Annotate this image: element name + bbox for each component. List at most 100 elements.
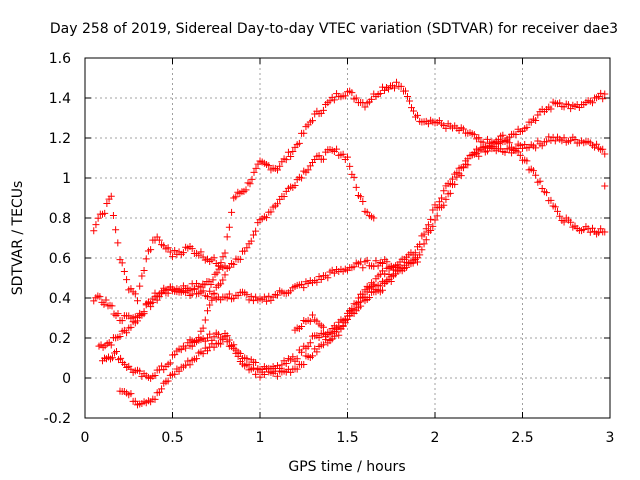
- data-point: [357, 193, 365, 201]
- data-point: [481, 143, 489, 151]
- data-point: [217, 280, 225, 288]
- data-point: [219, 334, 227, 342]
- data-point: [158, 385, 166, 393]
- data-point: [341, 92, 349, 100]
- data-point: [280, 192, 288, 200]
- data-point: [597, 89, 605, 97]
- data-point: [265, 162, 273, 170]
- data-point: [451, 180, 459, 188]
- data-point: [204, 347, 211, 355]
- data-point: [207, 281, 215, 289]
- x-tick-label: 1: [256, 430, 265, 446]
- y-tick-label: 1.4: [49, 91, 71, 107]
- data-point: [219, 276, 227, 284]
- data-point: [118, 259, 126, 267]
- data-point: [319, 323, 327, 331]
- data-point: [379, 259, 386, 267]
- data-point: [532, 144, 540, 152]
- data-point: [459, 125, 467, 133]
- data-point: [147, 299, 155, 307]
- data-point: [348, 89, 356, 97]
- data-point: [326, 336, 334, 344]
- data-point: [274, 166, 281, 174]
- data-point: [228, 208, 236, 216]
- data-point: [393, 78, 400, 86]
- data-point: [246, 180, 254, 188]
- data-point: [429, 222, 437, 230]
- data-point: [249, 297, 257, 305]
- data-point: [248, 175, 256, 183]
- data-point: [284, 148, 292, 156]
- data-point: [263, 214, 271, 222]
- data-point: [324, 274, 332, 282]
- data-point: [223, 233, 231, 241]
- data-point: [335, 331, 343, 339]
- data-point: [131, 290, 139, 298]
- data-point: [131, 397, 139, 405]
- data-point: [361, 103, 369, 111]
- data-point: [309, 117, 316, 125]
- data-point: [293, 365, 301, 373]
- data-point: [446, 189, 454, 197]
- data-point: [560, 134, 568, 142]
- x-tick-label: 1.5: [336, 430, 358, 446]
- data-point: [179, 249, 187, 257]
- plot-frame: [84, 57, 611, 419]
- data-point: [151, 372, 159, 380]
- data-point: [442, 195, 450, 203]
- data-point: [109, 211, 117, 219]
- data-point: [470, 131, 478, 139]
- data-point: [236, 255, 244, 263]
- data-point: [532, 116, 540, 124]
- data-point: [523, 123, 531, 131]
- data-point: [223, 332, 231, 340]
- data-point: [341, 317, 349, 325]
- data-point: [209, 276, 217, 284]
- data-point: [381, 279, 389, 287]
- data-point: [359, 264, 367, 272]
- data-point: [140, 308, 148, 316]
- data-point: [201, 316, 209, 324]
- data-point: [225, 290, 233, 298]
- data-point: [309, 311, 316, 319]
- data-point: [293, 355, 301, 363]
- data-point: [206, 287, 214, 295]
- data-point: [543, 189, 551, 197]
- grid: [85, 58, 610, 418]
- data-point: [306, 339, 314, 347]
- y-tick-label: -0.2: [44, 411, 71, 427]
- data-point: [420, 230, 428, 238]
- data-point: [397, 82, 405, 90]
- data-point: [221, 271, 229, 279]
- data-point: [217, 340, 225, 348]
- data-point: [370, 282, 378, 290]
- data-point: [123, 276, 131, 284]
- data-point: [274, 372, 281, 380]
- data-point: [516, 151, 524, 159]
- data-point: [300, 284, 308, 292]
- data-point: [190, 285, 198, 293]
- data-point: [210, 333, 218, 341]
- data-point: [344, 153, 351, 161]
- data-point: [300, 360, 308, 368]
- data-point: [254, 366, 262, 374]
- data-point: [276, 162, 284, 170]
- y-tick-label: 1: [62, 171, 71, 187]
- data-point: [532, 171, 540, 179]
- data-point: [282, 156, 290, 164]
- data-point: [368, 95, 376, 103]
- y-tick-label: 1.2: [49, 131, 71, 147]
- data-point: [100, 300, 108, 308]
- data-point: [234, 348, 242, 356]
- data-point: [298, 174, 306, 182]
- data-point: [556, 99, 564, 107]
- data-point: [188, 342, 196, 350]
- data-point: [206, 330, 214, 338]
- data-point: [175, 367, 183, 375]
- data-point: [424, 221, 432, 229]
- data-point: [484, 135, 491, 143]
- data-point: [324, 330, 332, 338]
- x-tick-label: 2: [431, 430, 440, 446]
- data-point: [431, 216, 439, 224]
